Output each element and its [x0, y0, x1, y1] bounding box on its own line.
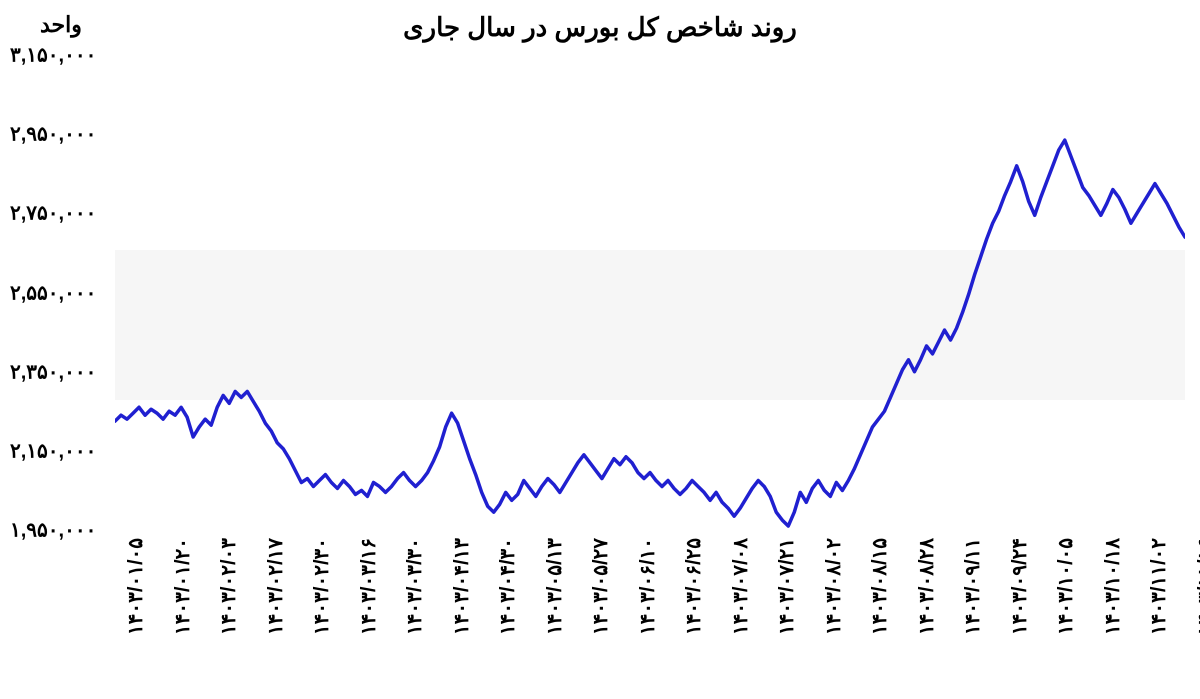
x-tick-label: ۱۴۰۳/۰۷/۲۱ — [774, 538, 799, 635]
y-tick-label: ۳,۱۵۰,۰۰۰ — [10, 43, 105, 68]
plot-area: ۱,۹۵۰,۰۰۰۲,۱۵۰,۰۰۰۲,۳۵۰,۰۰۰۲,۵۵۰,۰۰۰۲,۷۵… — [115, 55, 1185, 530]
x-tick-label: ۱۴۰۳/۱۱/۱۶ — [1193, 538, 1200, 635]
x-tick-label: ۱۴۰۳/۰۳/۱۶ — [356, 538, 381, 635]
x-ticks: ۱۴۰۳/۰۱/۰۵ ۱۴۰۳/۰۱/۲۰ ۱۴۰۳/۰۲/۰۳ ۱۴۰۳/۰۲/۱۷… — [115, 538, 1185, 688]
x-tick-label: ۱۴۰۳/۱۰/۱۸ — [1100, 538, 1125, 635]
y-tick-label: ۲,۳۵۰,۰۰۰ — [10, 359, 105, 384]
x-tick-label: ۱۴۰۳/۰۳/۳۰ — [402, 538, 427, 635]
x-tick-label: ۱۴۰۳/۰۲/۱۷ — [263, 538, 288, 635]
x-tick-label: ۱۴۰۳/۰۶/۲۵ — [681, 538, 706, 635]
x-tick-label: ۱۴۰۳/۱۰/۰۵ — [1053, 538, 1078, 635]
x-tick-label: ۱۴۰۳/۱۱/۰۲ — [1146, 538, 1171, 635]
x-tick-label: ۱۴۰۳/۰۱/۲۰ — [170, 538, 195, 635]
x-tick-label: ۱۴۰۳/۰۹/۱۱ — [960, 538, 985, 635]
x-tick-label: ۱۴۰۳/۰۶/۱۰ — [635, 538, 660, 635]
chart-title: روند شاخص کل بورس در سال جاری — [0, 0, 1200, 47]
x-tick-label: ۱۴۰۳/۰۵/۱۳ — [542, 538, 567, 635]
x-tick-label: ۱۴۰۳/۰۴/۳۰ — [495, 538, 520, 635]
x-tick-label: ۱۴۰۳/۰۲/۳۰ — [309, 538, 334, 635]
x-tick-label: ۱۴۰۳/۰۸/۱۵ — [867, 538, 892, 635]
x-tick-label: ۱۴۰۳/۰۴/۱۳ — [449, 538, 474, 635]
y-tick-label: ۲,۹۵۰,۰۰۰ — [10, 122, 105, 147]
chart-container: روند شاخص کل بورس در سال جاری واحد ۱,۹۵۰… — [0, 0, 1200, 699]
x-tick-label: ۱۴۰۳/۰۵/۲۷ — [588, 538, 613, 635]
x-tick-label: ۱۴۰۳/۰۸/۲۸ — [914, 538, 939, 635]
y-tick-label: ۲,۷۵۰,۰۰۰ — [10, 201, 105, 226]
x-tick-label: ۱۴۰۳/۰۷/۰۸ — [728, 538, 753, 635]
series-line — [115, 140, 1185, 526]
y-tick-label: ۲,۵۵۰,۰۰۰ — [10, 280, 105, 305]
line-chart-svg — [115, 55, 1185, 530]
x-tick-label: ۱۴۰۳/۰۹/۲۴ — [1007, 538, 1032, 635]
x-tick-label: ۱۴۰۳/۰۲/۰۳ — [216, 538, 241, 635]
y-axis-label: واحد — [40, 12, 82, 38]
y-tick-label: ۱,۹۵۰,۰۰۰ — [10, 518, 105, 543]
x-tick-label: ۱۴۰۳/۰۸/۰۲ — [821, 538, 846, 635]
x-tick-label: ۱۴۰۳/۰۱/۰۵ — [123, 538, 148, 635]
y-tick-label: ۲,۱۵۰,۰۰۰ — [10, 438, 105, 463]
